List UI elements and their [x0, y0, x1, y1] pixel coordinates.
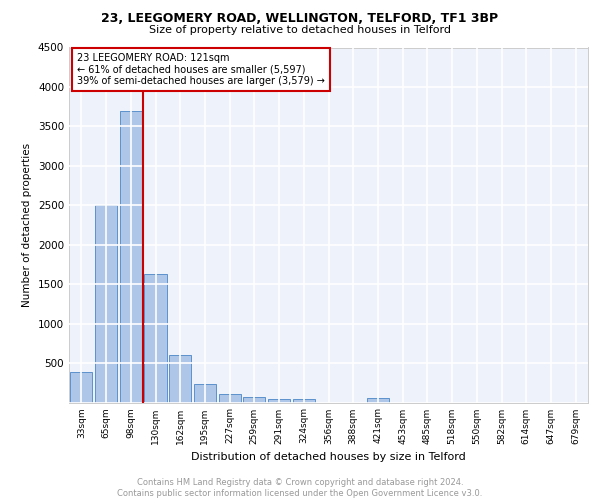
Bar: [169, 355, 191, 403]
Text: 23 LEEGOMERY ROAD: 121sqm
← 61% of detached houses are smaller (5,597)
39% of se: 23 LEEGOMERY ROAD: 121sqm ← 61% of detac…: [77, 53, 325, 86]
Bar: [95, 206, 117, 402]
Text: 23, LEEGOMERY ROAD, WELLINGTON, TELFORD, TF1 3BP: 23, LEEGOMERY ROAD, WELLINGTON, TELFORD,…: [101, 12, 499, 26]
Bar: [218, 394, 241, 402]
Bar: [268, 398, 290, 402]
Bar: [293, 399, 315, 402]
X-axis label: Distribution of detached houses by size in Telford: Distribution of detached houses by size …: [191, 452, 466, 462]
Bar: [367, 398, 389, 402]
Text: Contains HM Land Registry data © Crown copyright and database right 2024.
Contai: Contains HM Land Registry data © Crown c…: [118, 478, 482, 498]
Bar: [70, 372, 92, 402]
Bar: [145, 274, 167, 402]
Bar: [243, 396, 265, 402]
Text: Size of property relative to detached houses in Telford: Size of property relative to detached ho…: [149, 25, 451, 35]
Bar: [119, 110, 142, 403]
Y-axis label: Number of detached properties: Number of detached properties: [22, 143, 32, 307]
Bar: [194, 384, 216, 402]
